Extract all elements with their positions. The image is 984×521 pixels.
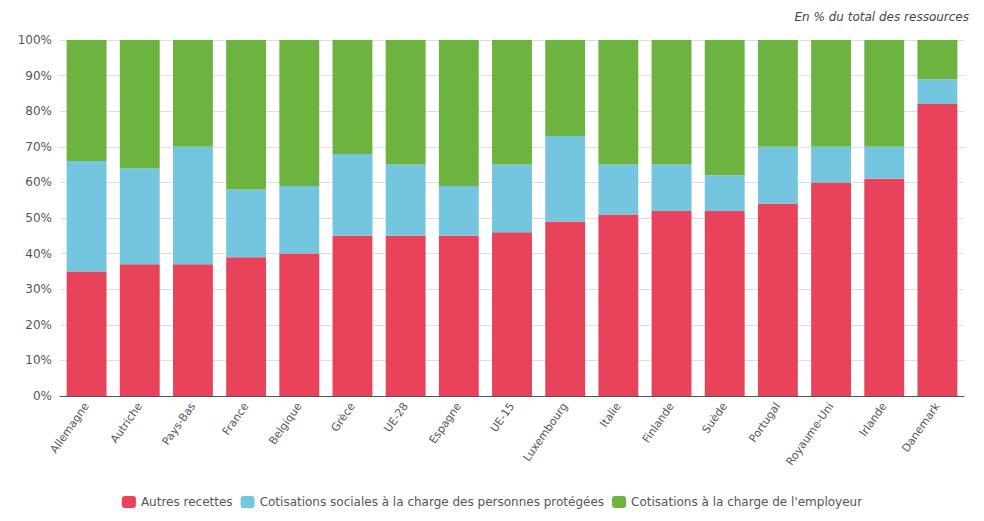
svg-text:Suède: Suède	[700, 400, 731, 436]
svg-text:Cotisations sociales à la char: Cotisations sociales à la charge des per…	[260, 495, 604, 509]
svg-text:30%: 30%	[25, 282, 52, 296]
svg-text:Cotisations à la charge de l'e: Cotisations à la charge de l'employeur	[631, 495, 862, 509]
svg-text:10%: 10%	[25, 353, 52, 367]
svg-text:20%: 20%	[25, 318, 52, 332]
svg-text:Luxembourg: Luxembourg	[521, 400, 571, 464]
svg-text:60%: 60%	[25, 175, 52, 189]
svg-text:Danemark: Danemark	[899, 400, 943, 455]
svg-text:En % du total des ressources: En % du total des ressources	[794, 10, 969, 24]
svg-text:100%: 100%	[18, 33, 52, 47]
svg-text:80%: 80%	[25, 104, 52, 118]
svg-text:70%: 70%	[25, 140, 52, 154]
svg-text:Belgique: Belgique	[266, 400, 304, 447]
svg-text:Finlande: Finlande	[640, 400, 677, 445]
svg-text:Royaume-Uni: Royaume-Uni	[783, 400, 836, 468]
svg-text:Irlande: Irlande	[857, 400, 890, 439]
svg-text:Allemagne: Allemagne	[48, 400, 92, 456]
svg-text:Autres recettes: Autres recettes	[141, 495, 233, 509]
svg-text:UE-28: UE-28	[381, 400, 411, 434]
svg-text:50%: 50%	[25, 211, 52, 225]
svg-text:90%: 90%	[25, 69, 52, 83]
svg-text:40%: 40%	[25, 247, 52, 261]
svg-text:UE-15: UE-15	[488, 400, 518, 434]
svg-text:Italie: Italie	[597, 400, 623, 430]
svg-text:France: France	[220, 400, 252, 438]
svg-text:Grèce: Grèce	[329, 400, 358, 434]
svg-text:Espagne: Espagne	[426, 400, 464, 446]
svg-text:Portugal: Portugal	[746, 400, 783, 445]
svg-text:0%: 0%	[33, 389, 52, 403]
svg-text:Autriche: Autriche	[108, 400, 145, 445]
svg-text:Pays-Bas: Pays-Bas	[160, 400, 199, 448]
